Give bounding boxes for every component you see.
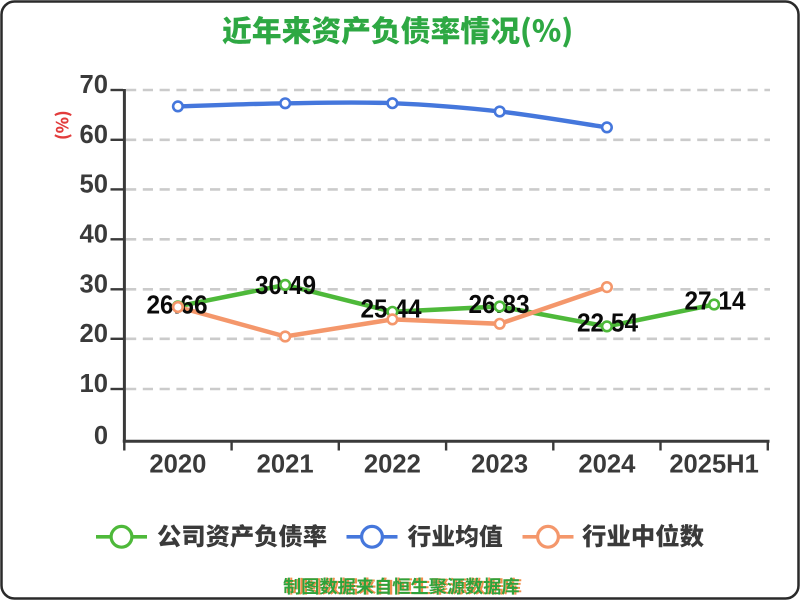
svg-text:0: 0 (94, 422, 108, 450)
svg-text:40: 40 (80, 221, 109, 249)
svg-text:50: 50 (80, 171, 109, 199)
svg-text:20: 20 (80, 320, 109, 348)
svg-text:10: 10 (80, 370, 109, 398)
svg-text:60: 60 (80, 121, 109, 149)
svg-text:2023: 2023 (471, 451, 528, 479)
svg-text:2024: 2024 (578, 451, 636, 479)
svg-text:2020: 2020 (149, 451, 206, 479)
svg-text:2021: 2021 (257, 451, 314, 479)
svg-text:30: 30 (80, 271, 109, 299)
svg-text:70: 70 (80, 71, 109, 99)
svg-text:2022: 2022 (364, 451, 421, 479)
svg-text:2025H1: 2025H1 (669, 451, 759, 479)
